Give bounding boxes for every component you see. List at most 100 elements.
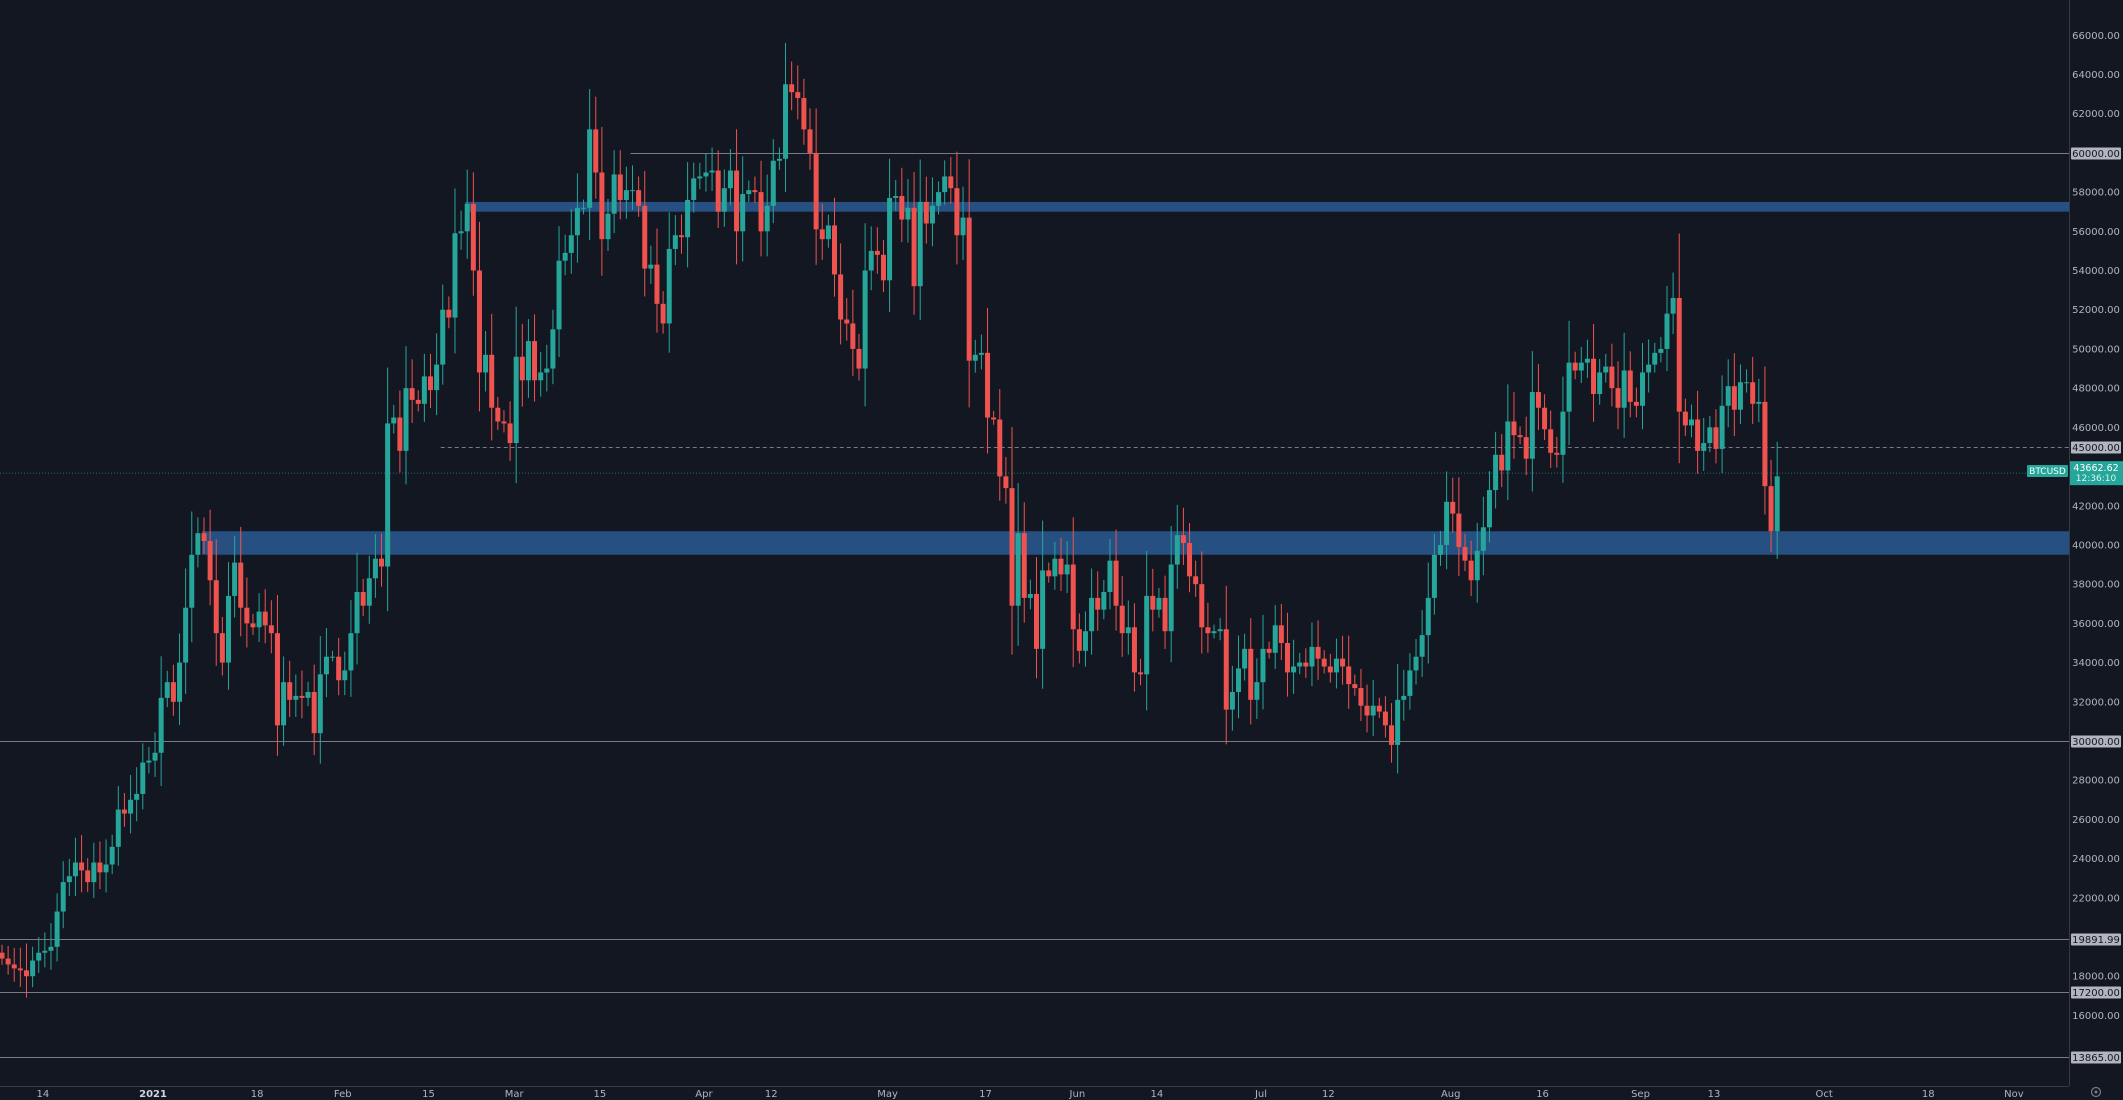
candle-body bbox=[1070, 564, 1076, 630]
candle bbox=[948, 157, 954, 204]
candle bbox=[1058, 537, 1064, 591]
candle-body bbox=[1762, 401, 1768, 487]
candle-body bbox=[1474, 550, 1480, 581]
candle-body bbox=[1187, 543, 1193, 577]
candle-body bbox=[1107, 560, 1113, 593]
candle-body bbox=[427, 376, 433, 391]
candle bbox=[1382, 696, 1388, 738]
price-axis[interactable]: 66000.00 64000.00 62000.00 58000.00 56000.00… bbox=[2072, 31, 2120, 1022]
candle bbox=[1205, 602, 1211, 653]
candle-body bbox=[1113, 560, 1119, 606]
candle bbox=[311, 664, 317, 756]
candle bbox=[1566, 320, 1572, 446]
candle bbox=[1364, 684, 1370, 733]
candle bbox=[789, 61, 795, 111]
candle-body bbox=[1603, 366, 1609, 373]
candle bbox=[1101, 579, 1107, 620]
candle-body bbox=[734, 170, 740, 232]
time-tick-label: 18 bbox=[251, 1089, 264, 1100]
candle-body bbox=[189, 554, 195, 608]
level-label-bg-2 bbox=[2071, 735, 2121, 748]
candle-body bbox=[409, 388, 415, 400]
candle-body bbox=[1664, 313, 1670, 349]
candle bbox=[299, 670, 305, 719]
last-price-label: 43662.62 bbox=[2073, 463, 2118, 474]
candle bbox=[617, 150, 623, 220]
candle bbox=[831, 197, 837, 297]
support-resistance-zones bbox=[202, 201, 2070, 555]
horizontal-levels bbox=[0, 153, 2069, 1058]
candle-body bbox=[813, 152, 819, 230]
candle bbox=[415, 390, 421, 412]
candle bbox=[709, 147, 715, 191]
candle-body bbox=[91, 862, 97, 883]
candle-body bbox=[5, 958, 11, 965]
candle bbox=[1750, 357, 1756, 424]
symbol-label: BTCUSD bbox=[2029, 467, 2066, 477]
candle bbox=[1695, 390, 1701, 474]
candle bbox=[1756, 378, 1762, 423]
candle-body bbox=[109, 846, 115, 865]
candle bbox=[532, 314, 538, 402]
candle-body bbox=[281, 682, 287, 726]
candle bbox=[636, 176, 642, 217]
candle-body bbox=[880, 254, 886, 281]
candle-body bbox=[721, 188, 727, 212]
candle bbox=[458, 210, 464, 250]
candle-body bbox=[1217, 629, 1223, 632]
price-tick-label: 24000.00 bbox=[2072, 854, 2120, 865]
candle-body bbox=[1658, 348, 1664, 353]
candle bbox=[483, 330, 489, 392]
candle-body bbox=[103, 864, 109, 873]
candle-body bbox=[544, 368, 550, 373]
time-axis[interactable]: 14 2021 18 Feb 15 Mar 15 Apr 12 May 17 Jun 14 Jul 12 Au… bbox=[36, 1089, 2023, 1100]
candle-body bbox=[128, 799, 134, 814]
candle bbox=[623, 166, 629, 219]
candle-body bbox=[1046, 570, 1052, 577]
candle bbox=[287, 660, 293, 717]
candle bbox=[1731, 353, 1737, 437]
candle-body bbox=[1040, 570, 1046, 649]
candle-body bbox=[1560, 411, 1566, 455]
candle bbox=[256, 593, 262, 643]
candle bbox=[905, 178, 911, 243]
candle bbox=[1486, 471, 1492, 543]
candle-body bbox=[1009, 488, 1015, 606]
candle bbox=[978, 334, 984, 370]
candle-body bbox=[746, 190, 752, 195]
price-tick-label: 42000.00 bbox=[2072, 501, 2120, 512]
candle bbox=[629, 165, 635, 210]
candle-body bbox=[789, 84, 795, 93]
candle bbox=[936, 181, 942, 215]
candle-body bbox=[1756, 401, 1762, 404]
price-tick-label: 52000.00 bbox=[2072, 305, 2120, 316]
candle bbox=[1444, 471, 1450, 570]
candle-body bbox=[207, 541, 213, 581]
candle-body bbox=[942, 176, 948, 193]
candle-body bbox=[1229, 691, 1235, 710]
level-price-labels: 60000.00 45000.00 30000.00 19891.99 17200.00… bbox=[2071, 147, 2121, 1064]
candle-body bbox=[30, 960, 36, 977]
candle bbox=[1480, 496, 1486, 576]
candle bbox=[219, 617, 225, 676]
level-label-3: 19891.99 bbox=[2072, 935, 2120, 946]
candle bbox=[923, 176, 929, 244]
candle-body bbox=[629, 190, 635, 192]
candle bbox=[330, 650, 336, 662]
candle bbox=[1774, 441, 1780, 559]
candle-body bbox=[783, 84, 789, 159]
candle bbox=[476, 221, 482, 412]
candle-body bbox=[1223, 629, 1229, 710]
candle bbox=[672, 215, 678, 266]
candle bbox=[1358, 668, 1364, 721]
candle bbox=[1511, 391, 1517, 459]
candle-body bbox=[1052, 558, 1058, 577]
candle-body bbox=[556, 260, 562, 330]
candle bbox=[1138, 658, 1144, 686]
candle bbox=[446, 296, 452, 329]
candle bbox=[1229, 665, 1235, 731]
candle-body bbox=[911, 207, 917, 287]
settings-gear-icon[interactable] bbox=[2090, 1086, 2102, 1098]
candle bbox=[1554, 436, 1560, 468]
